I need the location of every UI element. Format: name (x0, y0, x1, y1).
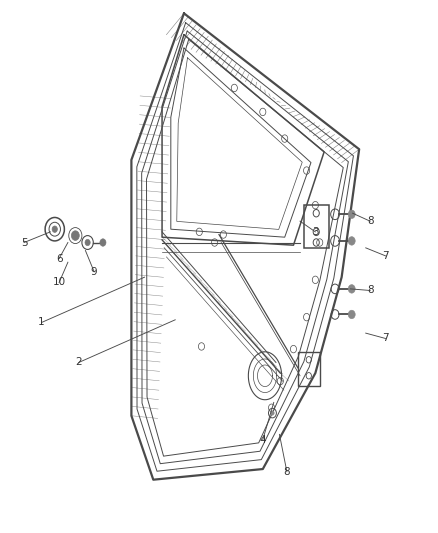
Text: 7: 7 (382, 251, 389, 261)
Circle shape (100, 239, 106, 246)
Text: 8: 8 (283, 467, 290, 477)
Text: 1: 1 (38, 318, 45, 327)
Circle shape (71, 231, 79, 240)
Bar (304, 205, 328, 248)
Text: 3: 3 (312, 227, 319, 237)
Text: 10: 10 (53, 278, 66, 287)
Text: 8: 8 (367, 216, 374, 226)
Circle shape (52, 226, 57, 232)
Circle shape (348, 237, 355, 245)
Circle shape (271, 411, 274, 415)
Text: 5: 5 (21, 238, 28, 247)
Circle shape (348, 285, 355, 293)
Text: 7: 7 (382, 334, 389, 343)
Text: 8: 8 (367, 286, 374, 295)
Bar (298, 352, 320, 386)
Text: 4: 4 (259, 435, 266, 445)
Text: 9: 9 (91, 267, 98, 277)
Circle shape (348, 310, 355, 319)
Text: 2: 2 (75, 358, 82, 367)
Circle shape (348, 210, 355, 219)
Text: 6: 6 (56, 254, 63, 263)
Circle shape (85, 239, 90, 246)
